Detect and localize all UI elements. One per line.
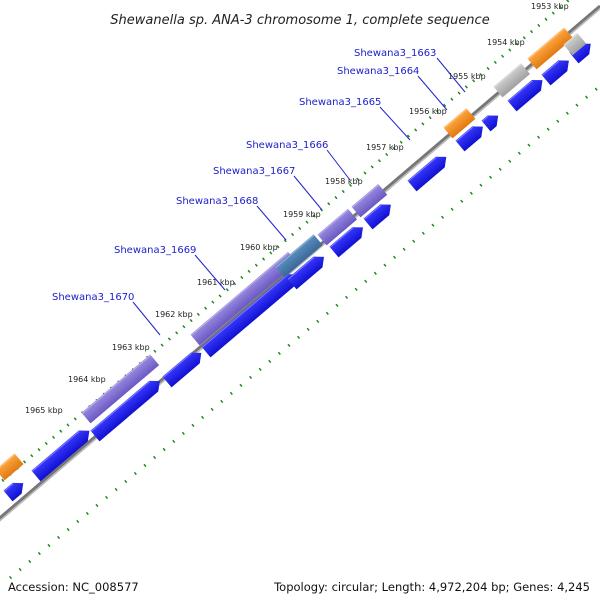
- kbp-tick-label: 1954 kbp: [487, 38, 525, 47]
- gene-label[interactable]: Shewana3_1669: [114, 245, 196, 256]
- forward-cds-13[interactable]: [541, 55, 573, 86]
- kbp-tick-label: 1960 kbp: [240, 243, 278, 252]
- gene-leader-line: [436, 57, 466, 93]
- kbp-tick-label: 1964 kbp: [68, 375, 106, 384]
- forward-cds-5[interactable]: [201, 269, 302, 358]
- forward-cds-7[interactable]: [329, 222, 367, 258]
- gene-label[interactable]: Shewana3_1666: [246, 140, 328, 151]
- kbp-tick-label: 1956 kbp: [409, 107, 447, 116]
- gene-leader-line: [256, 205, 287, 241]
- kbp-tick-label: 1955 kbp: [448, 72, 486, 81]
- forward-cds-9[interactable]: [407, 152, 450, 192]
- forward-cds-12[interactable]: [507, 75, 547, 112]
- sequence-backbone-shadow: [0, 8, 600, 522]
- reverse-cds-5[interactable]: [317, 208, 358, 246]
- gene-leader-line: [293, 175, 323, 211]
- gene-label[interactable]: Shewana3_1667: [213, 166, 295, 177]
- gray-feature-10[interactable]: [563, 33, 587, 56]
- forward-cds-6[interactable]: [287, 251, 328, 290]
- reverse-cds-3[interactable]: [190, 251, 298, 346]
- gene-label[interactable]: Shewana3_1668: [176, 196, 258, 207]
- forward-cds-1[interactable]: [3, 478, 27, 502]
- gene-leader-line: [326, 149, 351, 181]
- selected-cds-4[interactable]: [275, 234, 323, 278]
- kbp-tick-label: 1959 kbp: [283, 210, 321, 219]
- reverse-cds-2[interactable]: [81, 354, 160, 424]
- forward-cds-10[interactable]: [455, 121, 487, 152]
- kbp-tick-label: 1962 kbp: [155, 310, 193, 319]
- kbp-tick-label: 1957 kbp: [366, 143, 404, 152]
- gene-leader-line: [379, 106, 411, 141]
- gene-label[interactable]: Shewana3_1665: [299, 97, 381, 108]
- accession-text: Accession: NC_008577: [8, 580, 139, 594]
- gene-leader-line: [417, 75, 448, 111]
- gene-label[interactable]: Shewana3_1664: [337, 66, 419, 77]
- gene-label[interactable]: Shewana3_1670: [52, 292, 134, 303]
- reverse-cds-6[interactable]: [351, 184, 388, 218]
- kbp-tick-label: 1965 kbp: [25, 406, 63, 415]
- topology-text: Topology: circular; Length: 4,972,204 bp…: [274, 580, 590, 594]
- kbp-tick-label: 1958 kbp: [325, 177, 363, 186]
- gene-label[interactable]: Shewana3_1663: [354, 48, 436, 59]
- orange-feature-7[interactable]: [443, 108, 476, 139]
- map-title: Shewanella sp. ANA-3 chromosome 1, compl…: [110, 13, 489, 28]
- forward-cds-3[interactable]: [90, 376, 164, 442]
- orange-feature-9[interactable]: [527, 27, 574, 70]
- inner-tick-ring: [9, 84, 600, 580]
- outer-tick-ring: [0, 0, 572, 485]
- orange-feature-1[interactable]: [0, 453, 24, 481]
- kbp-tick-label: 1963 kbp: [112, 343, 150, 352]
- gene-leader-line: [132, 301, 161, 336]
- gray-feature-8[interactable]: [493, 63, 530, 98]
- gene-leader-line: [194, 254, 226, 291]
- forward-cds-11[interactable]: [481, 110, 502, 132]
- forward-cds-8[interactable]: [363, 199, 395, 230]
- forward-cds-2[interactable]: [31, 425, 93, 482]
- kbp-tick-label: 1961 kbp: [197, 278, 235, 287]
- forward-cds-4[interactable]: [162, 348, 205, 388]
- kbp-tick-label: 1953 kbp: [531, 2, 569, 11]
